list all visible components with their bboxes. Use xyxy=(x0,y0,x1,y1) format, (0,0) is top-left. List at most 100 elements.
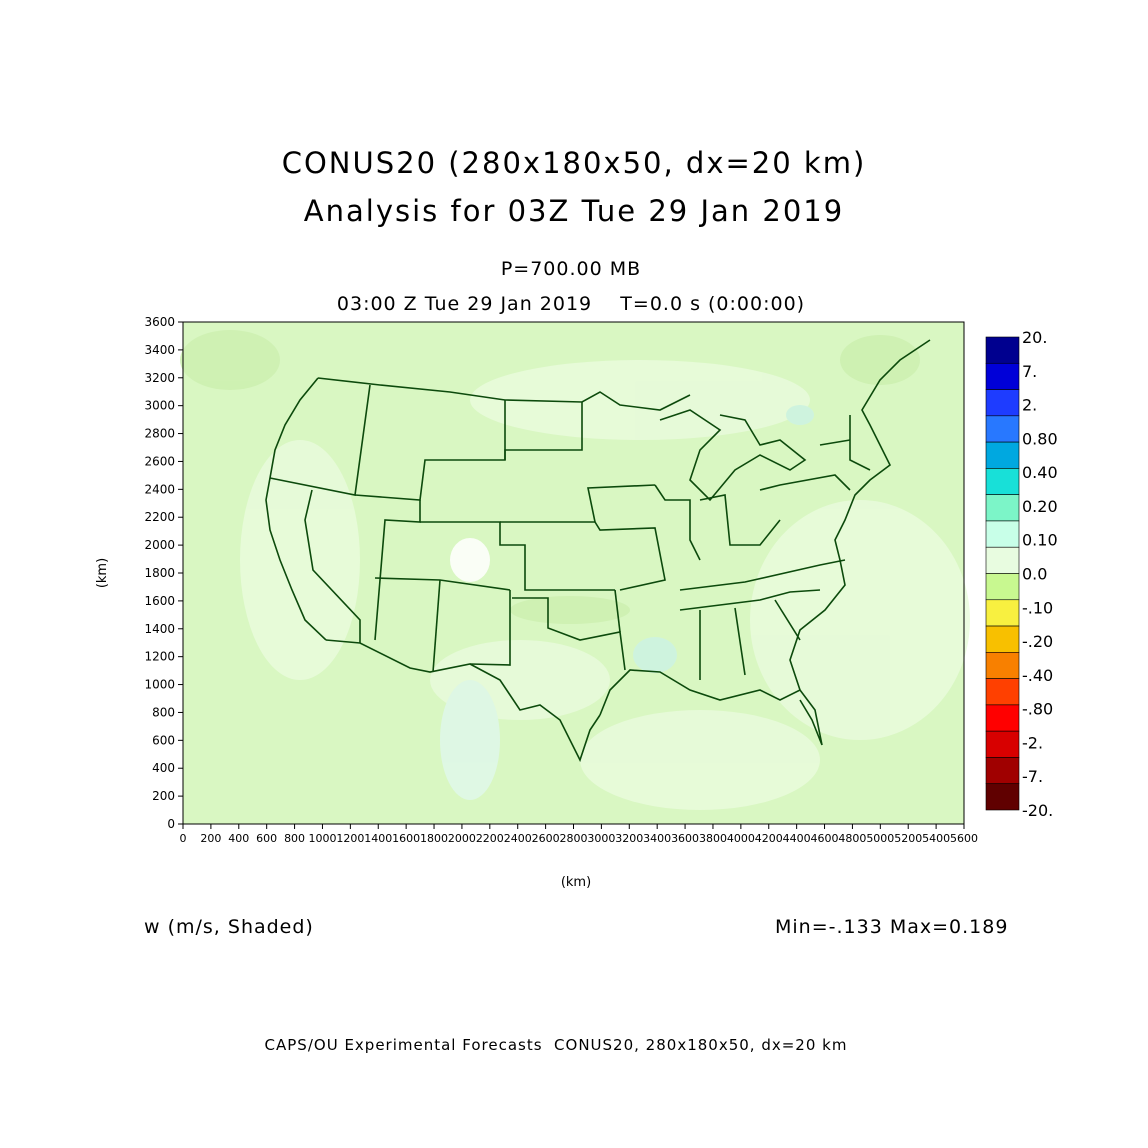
x-tick-label: 1400 xyxy=(364,832,392,845)
colorbar-label: 0.0 xyxy=(1022,565,1047,584)
colorbar-swatch xyxy=(985,441,1020,469)
x-tick-label: 3400 xyxy=(643,832,671,845)
geographic-boundaries xyxy=(265,339,931,763)
y-axis-label: (km) xyxy=(95,558,110,588)
x-tick-label: 4000 xyxy=(727,832,755,845)
x-axis-label: (km) xyxy=(561,875,591,890)
x-tick-label: 600 xyxy=(256,832,277,845)
x-tick-label: 4600 xyxy=(811,832,839,845)
colorbar-label: -20. xyxy=(1022,801,1053,820)
x-tick-label: 5400 xyxy=(922,832,950,845)
colorbar-label: -7. xyxy=(1022,767,1043,786)
y-tick-label: 1800 xyxy=(144,566,175,580)
colorbar-label: -.80 xyxy=(1022,700,1053,719)
valid-time-label: 03:00 Z Tue 29 Jan 2019 T=0.0 s (0:00:00… xyxy=(336,293,806,315)
colorbar-swatch xyxy=(985,546,1020,574)
credit-footer: CAPS/OU Experimental Forecasts CONUS20, … xyxy=(264,1036,848,1054)
y-tick-label: 3600 xyxy=(144,315,175,329)
x-tick-label: 4400 xyxy=(783,832,811,845)
colorbar-swatch xyxy=(985,599,1020,627)
colorbar-swatch xyxy=(985,415,1020,443)
y-tick-label: 1000 xyxy=(144,678,175,692)
x-tick-label: 3600 xyxy=(671,832,699,845)
us-mexico-border xyxy=(325,639,601,763)
y-tick-label: 1400 xyxy=(144,622,175,636)
y-tick-label: 3400 xyxy=(144,343,175,357)
x-tick-label: 800 xyxy=(284,832,305,845)
colorbar-swatch xyxy=(985,468,1020,495)
colorbar: 20. 7. 2. 0.80 0.40 0.20 0.10 0.0 -.10 -.20 -.40 -.… xyxy=(985,328,1058,820)
y-tick-label: 1200 xyxy=(144,650,175,664)
gulf-coast xyxy=(599,669,823,746)
colorbar-swatch xyxy=(985,625,1020,653)
x-tick-label: 400 xyxy=(228,832,249,845)
y-tick-label: 3000 xyxy=(144,399,175,413)
x-tick-label: 3800 xyxy=(699,832,727,845)
x-tick-label: 2800 xyxy=(560,832,588,845)
y-tick-label: 2600 xyxy=(144,454,175,468)
x-tick-label: 3000 xyxy=(587,832,615,845)
colorbar-swatch xyxy=(985,520,1020,548)
colorbar-label: 0.10 xyxy=(1022,531,1058,550)
x-tick-label: 2600 xyxy=(532,832,560,845)
colorbar-label: -2. xyxy=(1022,733,1043,752)
pressure-level-label: P=700.00 MB xyxy=(500,258,642,280)
colorbar-label: 2. xyxy=(1022,396,1037,415)
x-tick-label: 5000 xyxy=(866,832,894,845)
y-tick-label: 600 xyxy=(152,733,175,747)
colorbar-label: 7. xyxy=(1022,362,1037,381)
us-outline-west-coast xyxy=(265,377,327,641)
colorbar-swatch xyxy=(985,362,1020,390)
x-tick-label: 1800 xyxy=(420,832,448,845)
x-tick-label: 200 xyxy=(200,832,221,845)
x-tick-label: 3200 xyxy=(615,832,643,845)
y-tick-label: 2400 xyxy=(144,482,175,496)
y-axis: 0 200 400 600 800 1000 1200 1400 1600 1800 2000 220… xyxy=(144,315,183,831)
colorbar-swatch xyxy=(985,704,1020,732)
min-max-label: Min=-.133 Max=0.189 xyxy=(775,916,1009,938)
y-tick-label: 2000 xyxy=(144,538,175,552)
y-tick-label: 1600 xyxy=(144,594,175,608)
colorbar-label: -.10 xyxy=(1022,598,1053,617)
colorbar-label: 0.40 xyxy=(1022,463,1058,482)
x-tick-label: 1000 xyxy=(308,832,336,845)
plot-title-line2: Analysis for 03Z Tue 29 Jan 2019 xyxy=(303,194,845,228)
colorbar-swatch xyxy=(985,652,1020,679)
x-tick-label: 1200 xyxy=(336,832,364,845)
x-axis: 0 200 400 600 800 1000 1200 1400 1600 1800 2000 220… xyxy=(180,824,978,845)
colorbar-swatch xyxy=(985,336,1020,364)
colorbar-swatch xyxy=(985,730,1020,758)
variable-label: w (m/s, Shaded) xyxy=(144,916,314,938)
colorbar-label: 0.80 xyxy=(1022,429,1058,448)
x-tick-label: 1600 xyxy=(392,832,420,845)
x-tick-label: 4800 xyxy=(838,832,866,845)
great-lakes xyxy=(659,409,807,502)
x-tick-label: 2000 xyxy=(448,832,476,845)
field-patches xyxy=(180,330,970,810)
y-tick-label: 2200 xyxy=(144,510,175,524)
colorbar-swatch xyxy=(985,573,1020,601)
y-tick-label: 800 xyxy=(152,705,175,719)
x-tick-label: 2400 xyxy=(504,832,532,845)
east-coast xyxy=(789,339,931,691)
colorbar-swatch xyxy=(985,678,1020,706)
colorbar-swatch xyxy=(985,783,1020,811)
colorbar-label: 20. xyxy=(1022,328,1047,347)
colorbar-swatch xyxy=(985,494,1020,522)
y-tick-label: 200 xyxy=(152,789,175,803)
x-tick-label: 4200 xyxy=(755,832,783,845)
x-tick-label: 2200 xyxy=(476,832,504,845)
colorbar-label: 0.20 xyxy=(1022,497,1058,516)
y-tick-label: 2800 xyxy=(144,427,175,441)
x-tick-label: 0 xyxy=(180,832,187,845)
colorbar-label: -.20 xyxy=(1022,632,1053,651)
y-tick-label: 3200 xyxy=(144,371,175,385)
y-tick-label: 400 xyxy=(152,761,175,775)
x-tick-label: 5200 xyxy=(894,832,922,845)
plot-title-line1: CONUS20 (280x180x50, dx=20 km) xyxy=(281,146,867,180)
y-tick-label: 0 xyxy=(167,817,175,831)
colorbar-swatch xyxy=(985,757,1020,785)
colorbar-swatch xyxy=(985,389,1020,417)
x-tick-label: 5600 xyxy=(950,832,978,845)
